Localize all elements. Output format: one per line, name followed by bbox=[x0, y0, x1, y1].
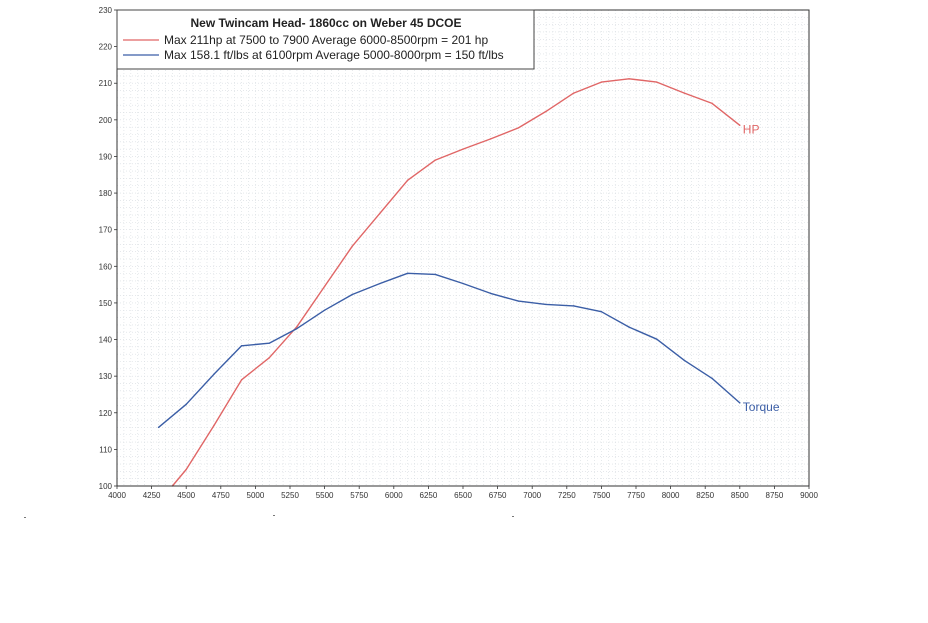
data-point-hp bbox=[406, 179, 409, 181]
data-point-torque bbox=[600, 311, 603, 313]
x-tick-label: 8750 bbox=[766, 491, 784, 500]
data-point-torque bbox=[351, 293, 353, 296]
series-line-hp bbox=[171, 78, 741, 487]
x-tick-label: 5000 bbox=[247, 491, 265, 500]
scan-speck bbox=[512, 516, 514, 517]
data-point-hp bbox=[268, 357, 270, 359]
x-tick-label: 4750 bbox=[212, 491, 230, 500]
data-point-torque bbox=[545, 303, 547, 306]
scan-speck bbox=[24, 517, 26, 518]
data-point-hp bbox=[296, 326, 298, 328]
y-tick-label: 110 bbox=[99, 445, 112, 454]
data-point-hp bbox=[213, 424, 215, 427]
data-point-torque bbox=[462, 282, 464, 285]
y-tick-label: 100 bbox=[99, 482, 113, 491]
data-point-hp bbox=[628, 78, 630, 80]
data-point-hp bbox=[351, 245, 353, 247]
x-tick-label: 6750 bbox=[489, 491, 507, 500]
data-point-hp bbox=[573, 92, 575, 94]
y-tick-label: 180 bbox=[99, 189, 113, 198]
data-point-hp bbox=[323, 285, 326, 288]
scan-speck bbox=[273, 515, 275, 516]
y-tick-label: 120 bbox=[99, 409, 113, 418]
y-tick-label: 220 bbox=[99, 43, 113, 52]
y-tick-label: 210 bbox=[99, 79, 113, 88]
x-tick-label: 5500 bbox=[316, 491, 334, 500]
x-tick-label: 7000 bbox=[523, 491, 541, 500]
data-point-torque bbox=[213, 373, 215, 376]
data-point-hp bbox=[656, 81, 658, 83]
x-tick-label: 6500 bbox=[454, 491, 472, 500]
data-point-torque bbox=[434, 273, 437, 276]
legend: New Twincam Head- 1860cc on Weber 45 DCO… bbox=[116, 9, 535, 70]
data-point-hp bbox=[517, 127, 520, 129]
data-point-hp bbox=[489, 138, 492, 140]
data-point-torque bbox=[711, 377, 713, 380]
data-point-torque bbox=[185, 403, 187, 406]
data-point-torque bbox=[628, 326, 630, 328]
data-point-hp bbox=[434, 159, 437, 161]
x-tick-label: 4500 bbox=[177, 491, 195, 500]
y-tick-label: 200 bbox=[99, 116, 113, 125]
data-point-torque bbox=[517, 300, 520, 302]
data-point-torque bbox=[739, 402, 741, 404]
data-point-torque bbox=[296, 327, 298, 330]
data-point-torque bbox=[240, 345, 243, 347]
x-tick-label: 7750 bbox=[627, 491, 645, 500]
x-tick-label: 8500 bbox=[731, 491, 749, 500]
y-tick-label: 190 bbox=[99, 152, 113, 161]
data-point-torque bbox=[656, 338, 658, 340]
x-tick-label: 6000 bbox=[385, 491, 403, 500]
legend-box bbox=[116, 9, 535, 70]
x-tick-label: 7500 bbox=[593, 491, 611, 500]
data-point-torque bbox=[406, 272, 409, 274]
data-point-hp bbox=[240, 379, 243, 381]
data-point-hp bbox=[462, 148, 464, 150]
x-tick-label: 4250 bbox=[143, 491, 161, 500]
series-layer: HP Torque bbox=[157, 78, 780, 487]
y-tick-label: 230 bbox=[99, 6, 113, 15]
data-point-hp bbox=[185, 468, 187, 471]
y-tick-label: 170 bbox=[99, 226, 113, 235]
data-point-torque bbox=[268, 342, 270, 344]
data-point-torque bbox=[489, 292, 492, 295]
x-tick-label: 8000 bbox=[662, 491, 680, 500]
legend-label-hp: Max 211hp at 7500 to 7900 Average 6000-8… bbox=[164, 33, 488, 47]
x-tick-label: 5750 bbox=[350, 491, 368, 500]
series-line-torque bbox=[158, 272, 741, 428]
x-tick-label: 5250 bbox=[281, 491, 299, 500]
data-point-torque bbox=[379, 282, 381, 285]
data-point-hp bbox=[683, 92, 686, 94]
data-point-torque bbox=[683, 359, 686, 362]
series-label-torque: Torque bbox=[743, 400, 780, 414]
tick-layer: 4000 4250 4500 4750 5000 5250 5500 5750 6000 6250… bbox=[99, 6, 819, 500]
x-tick-label: 9000 bbox=[800, 491, 818, 500]
x-tick-label: 7250 bbox=[558, 491, 576, 500]
y-tick-label: 130 bbox=[99, 372, 113, 381]
data-point-hp bbox=[545, 110, 547, 113]
data-point-hp bbox=[739, 124, 741, 127]
data-point-torque bbox=[323, 309, 326, 311]
series-label-hp: HP bbox=[743, 122, 760, 136]
y-tick-label: 140 bbox=[99, 336, 113, 345]
data-point-hp bbox=[379, 212, 381, 214]
x-tick-label: 8250 bbox=[696, 491, 714, 500]
x-tick-label: 6250 bbox=[420, 491, 438, 500]
y-tick-label: 160 bbox=[99, 262, 113, 271]
x-tick-label: 4000 bbox=[108, 491, 126, 500]
legend-label-torque: Max 158.1 ft/lbs at 6100rpm Average 5000… bbox=[164, 48, 504, 62]
data-point-torque bbox=[573, 305, 575, 307]
data-point-torque bbox=[157, 426, 160, 429]
data-point-hp bbox=[711, 102, 713, 105]
y-tick-label: 150 bbox=[99, 299, 113, 308]
chart-title: New Twincam Head- 1860cc on Weber 45 DCO… bbox=[191, 16, 462, 30]
data-point-hp bbox=[600, 81, 603, 83]
